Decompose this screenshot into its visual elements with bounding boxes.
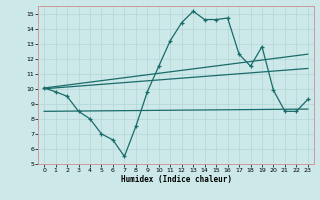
- X-axis label: Humidex (Indice chaleur): Humidex (Indice chaleur): [121, 175, 231, 184]
